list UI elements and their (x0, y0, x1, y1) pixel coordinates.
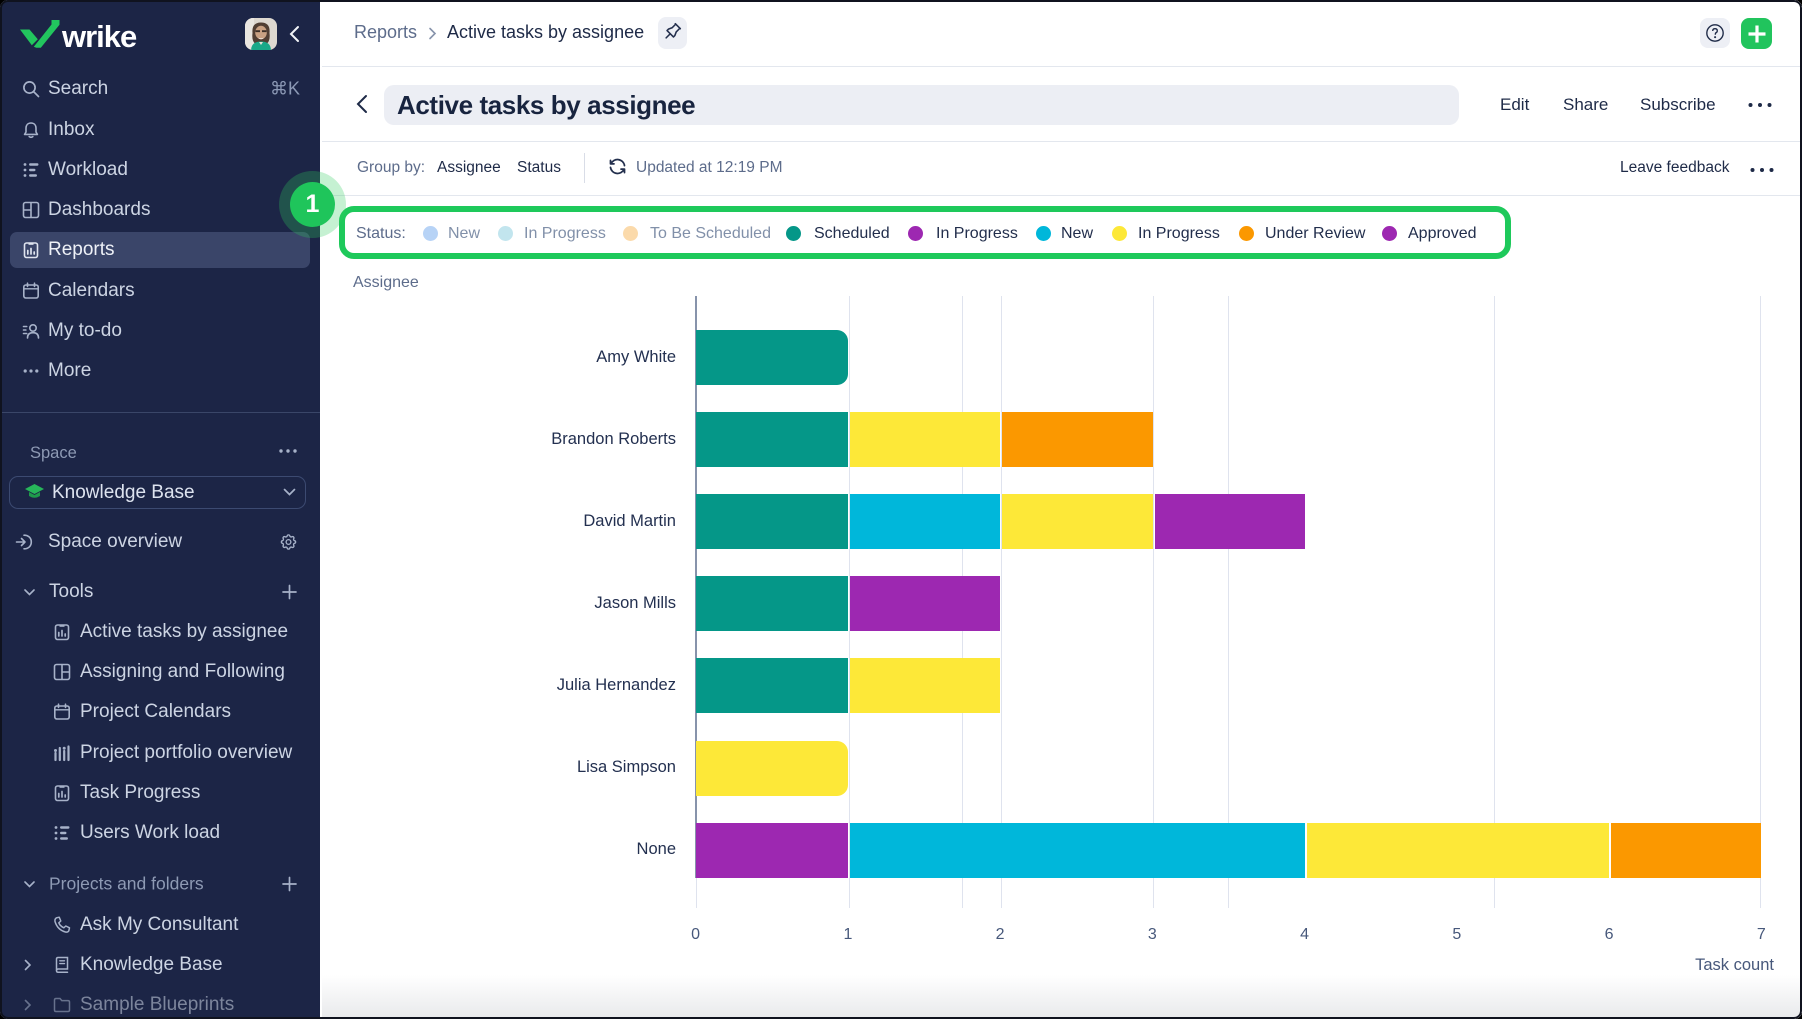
svg-text:wrike: wrike (61, 19, 137, 50)
